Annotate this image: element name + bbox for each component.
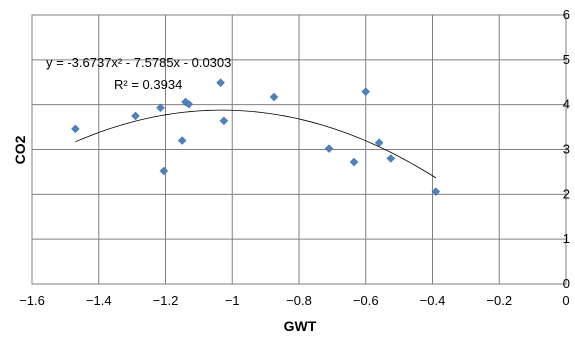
x-axis-tick-labels: −1.6 −1.4 −1.2 −1 −0.8 −0.6 −0.4 −0.2 0 bbox=[19, 293, 569, 308]
x-tick-label: −0.2 bbox=[486, 293, 512, 308]
x-tick-label: −1 bbox=[225, 293, 240, 308]
data-point bbox=[349, 157, 359, 167]
data-points bbox=[71, 78, 441, 196]
data-point bbox=[219, 116, 229, 126]
data-point bbox=[386, 154, 396, 163]
data-point bbox=[216, 78, 225, 88]
data-point bbox=[269, 92, 279, 102]
y-tick-label: 0 bbox=[563, 276, 570, 291]
x-tick-label: −0.4 bbox=[420, 293, 446, 308]
data-point bbox=[361, 87, 371, 97]
y-axis-tick-labels: 0 1 2 3 4 5 6 bbox=[563, 7, 570, 291]
y-tick-label: 3 bbox=[563, 142, 570, 157]
data-point bbox=[71, 124, 80, 134]
data-point bbox=[131, 111, 140, 121]
data-point bbox=[156, 103, 165, 113]
y-axis-title: CO2 bbox=[12, 135, 28, 164]
x-tick-label: −0.8 bbox=[286, 293, 312, 308]
r-squared-label: R² = 0.3934 bbox=[114, 77, 182, 92]
data-point bbox=[374, 138, 384, 148]
y-tick-label: 6 bbox=[563, 7, 570, 22]
data-point bbox=[184, 99, 194, 109]
x-tick-label: −0.6 bbox=[353, 293, 379, 308]
x-axis-title: GWT bbox=[284, 318, 317, 334]
data-point bbox=[431, 187, 441, 196]
x-tick-label: −1.6 bbox=[19, 293, 45, 308]
trendline-equation: y = -3.6737x² - 7.5785x - 0.0303 bbox=[46, 55, 231, 70]
x-tick-label: −1.2 bbox=[153, 293, 179, 308]
y-tick-label: 2 bbox=[563, 186, 570, 201]
data-point bbox=[177, 136, 187, 145]
y-tick-label: 1 bbox=[563, 231, 570, 246]
y-tick-label: 5 bbox=[563, 52, 570, 67]
data-point bbox=[159, 166, 169, 176]
polynomial-trendline bbox=[75, 109, 437, 179]
y-tick-label: 4 bbox=[563, 97, 570, 112]
x-tick-label: −1.4 bbox=[86, 293, 112, 308]
plot-area-frame bbox=[31, 14, 567, 285]
x-tick-label: 0 bbox=[562, 293, 569, 308]
data-point bbox=[324, 144, 334, 153]
